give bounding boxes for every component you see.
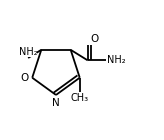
- Text: O: O: [91, 34, 99, 45]
- Text: NH₂: NH₂: [19, 47, 37, 57]
- Text: NH₂: NH₂: [107, 55, 126, 65]
- Text: CH₃: CH₃: [71, 93, 89, 103]
- Text: O: O: [21, 73, 29, 83]
- Text: N: N: [52, 98, 60, 108]
